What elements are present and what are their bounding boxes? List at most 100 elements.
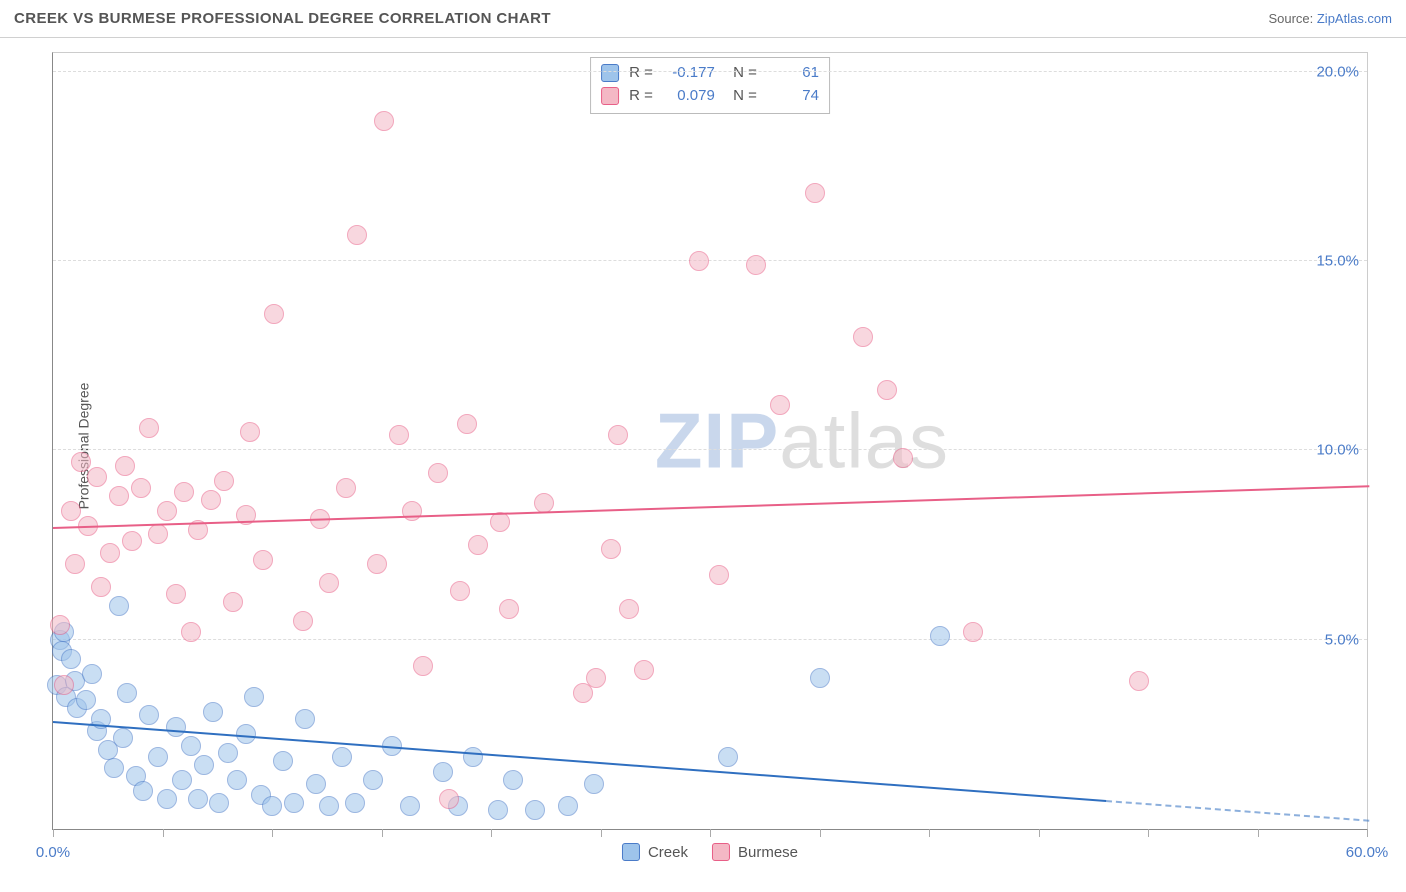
x-tick [163, 829, 164, 837]
y-tick-label: 20.0% [1308, 63, 1359, 80]
data-point [586, 668, 606, 688]
data-point [71, 452, 91, 472]
data-point [488, 800, 508, 820]
source-link[interactable]: ZipAtlas.com [1317, 11, 1392, 26]
x-tick [601, 829, 602, 837]
data-point [1129, 671, 1149, 691]
x-tick [272, 829, 273, 837]
data-point [805, 183, 825, 203]
data-point [457, 414, 477, 434]
data-point [157, 789, 177, 809]
data-point [619, 599, 639, 619]
chart-header: CREEK VS BURMESE PROFESSIONAL DEGREE COR… [0, 0, 1406, 38]
correlation-stats-box: R =-0.177 N =61R =0.079 N =74 [590, 57, 830, 114]
chart-plot-area: ZIPatlas R =-0.177 N =61R =0.079 N =74 C… [52, 52, 1368, 830]
legend-item: Burmese [712, 843, 798, 861]
data-point [172, 770, 192, 790]
legend-swatch [622, 843, 640, 861]
data-point [223, 592, 243, 612]
gridline [53, 71, 1367, 72]
data-point [503, 770, 523, 790]
data-point [558, 796, 578, 816]
data-point [400, 796, 420, 816]
data-point [82, 664, 102, 684]
data-point [115, 456, 135, 476]
data-point [194, 755, 214, 775]
n-value: 74 [767, 85, 819, 108]
data-point [214, 471, 234, 491]
data-point [584, 774, 604, 794]
data-point [61, 649, 81, 669]
data-point [133, 781, 153, 801]
data-point [188, 789, 208, 809]
data-point [428, 463, 448, 483]
data-point [117, 683, 137, 703]
y-tick-label: 10.0% [1308, 442, 1359, 459]
data-point [746, 255, 766, 275]
gridline [53, 449, 1367, 450]
data-point [930, 626, 950, 646]
data-point [181, 622, 201, 642]
legend-swatch [712, 843, 730, 861]
data-point [264, 304, 284, 324]
data-point [148, 747, 168, 767]
data-point [253, 550, 273, 570]
x-tick [53, 829, 54, 837]
data-point [157, 501, 177, 521]
data-point [319, 796, 339, 816]
data-point [810, 668, 830, 688]
x-tick-label: 0.0% [36, 844, 70, 861]
legend-label: Creek [648, 844, 688, 861]
data-point [402, 501, 422, 521]
chart-title: CREEK VS BURMESE PROFESSIONAL DEGREE COR… [14, 10, 551, 27]
data-point [336, 478, 356, 498]
data-point [240, 422, 260, 442]
data-point [293, 611, 313, 631]
x-tick [491, 829, 492, 837]
data-point [601, 539, 621, 559]
data-point [877, 380, 897, 400]
data-point [262, 796, 282, 816]
data-point [203, 702, 223, 722]
stats-row: R =-0.177 N =61 [601, 62, 819, 85]
data-point [463, 747, 483, 767]
data-point [181, 736, 201, 756]
data-point [209, 793, 229, 813]
data-point [218, 743, 238, 763]
data-point [345, 793, 365, 813]
x-tick [1148, 829, 1149, 837]
x-tick [929, 829, 930, 837]
data-point [100, 543, 120, 563]
stats-row: R =0.079 N =74 [601, 85, 819, 108]
data-point [634, 660, 654, 680]
data-point [131, 478, 151, 498]
data-point [413, 656, 433, 676]
data-point [104, 758, 124, 778]
data-point [122, 531, 142, 551]
data-point [893, 448, 913, 468]
data-point [499, 599, 519, 619]
data-point [109, 486, 129, 506]
y-tick-label: 15.0% [1308, 253, 1359, 270]
data-point [468, 535, 488, 555]
legend-label: Burmese [738, 844, 798, 861]
data-point [273, 751, 293, 771]
data-point [433, 762, 453, 782]
data-point [490, 512, 510, 532]
data-point [148, 524, 168, 544]
data-point [770, 395, 790, 415]
data-point [65, 554, 85, 574]
data-point [295, 709, 315, 729]
gridline [53, 260, 1367, 261]
x-tick [820, 829, 821, 837]
gridline [53, 639, 1367, 640]
data-point [718, 747, 738, 767]
data-point [389, 425, 409, 445]
legend-swatch [601, 64, 619, 82]
data-point [347, 225, 367, 245]
data-point [608, 425, 628, 445]
data-point [109, 596, 129, 616]
legend-swatch [601, 87, 619, 105]
data-point [166, 717, 186, 737]
trend-line [1106, 800, 1369, 822]
